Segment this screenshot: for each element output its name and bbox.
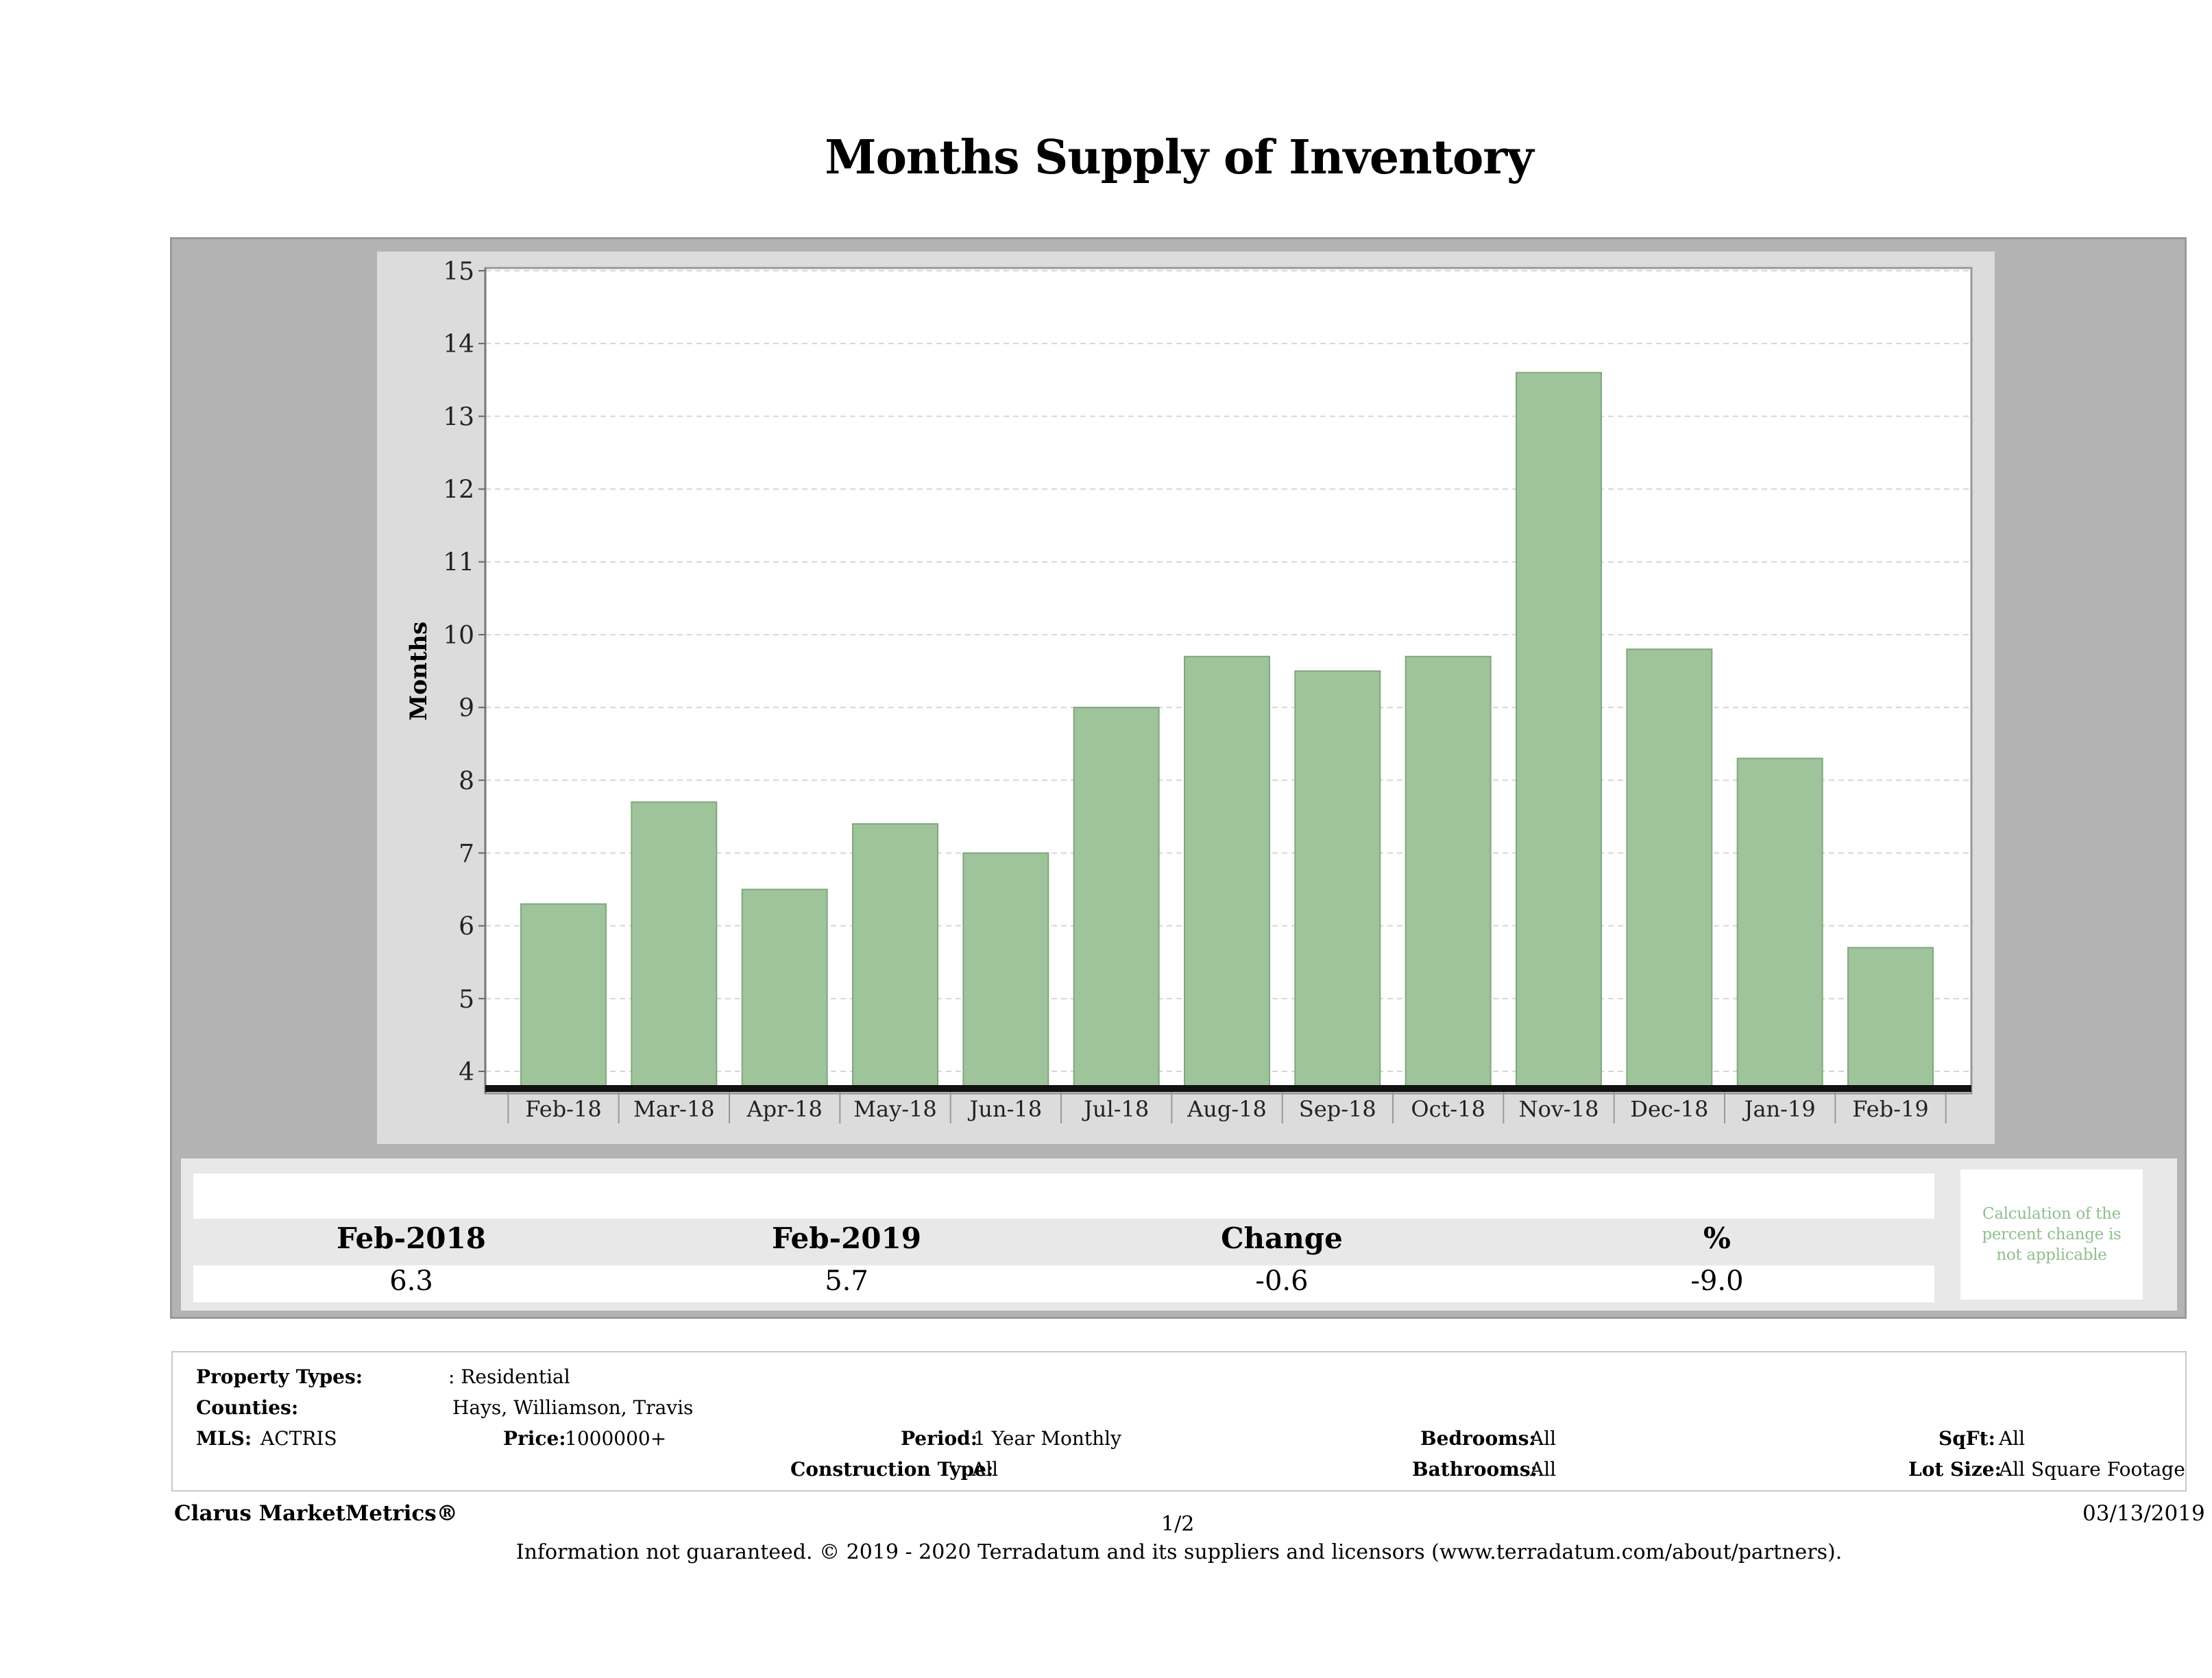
- page-title: Months Supply of Inventory: [825, 130, 1533, 185]
- lot-size-label: Lot Size:: [1908, 1458, 2002, 1481]
- bar-chart: 4 5 6 7 8 9 10 11 12 13 14 15 Months Feb-18 Mar-18 Apr-…: [377, 252, 1995, 1144]
- mls-value: ACTRIS: [260, 1427, 337, 1450]
- x-tick-label: Dec-18: [1630, 1096, 1708, 1122]
- summary-header-end: Feb-2019: [772, 1221, 921, 1255]
- x-tick-label: May-18: [853, 1096, 936, 1122]
- x-tick-label: Apr-18: [746, 1096, 822, 1122]
- criteria-box: [171, 1351, 2187, 1492]
- bedrooms-value: All: [1530, 1427, 1557, 1450]
- counties-label: Counties:: [196, 1396, 299, 1419]
- x-tick-label: Feb-19: [1852, 1096, 1928, 1122]
- y-axis-label: Months: [405, 622, 433, 721]
- bar-sep-18: [1294, 670, 1381, 1087]
- lot-size-value: All Square Footage: [1999, 1458, 2185, 1481]
- x-tick-label: Jun-18: [968, 1096, 1043, 1122]
- y-tick-label: 5: [459, 986, 474, 1014]
- property-types-value: : Residential: [448, 1365, 570, 1388]
- bar-apr-18: [741, 888, 828, 1088]
- summary-value-row: [193, 1265, 1934, 1302]
- footer-date: 03/13/2019: [2082, 1501, 2205, 1526]
- y-tick-label: 12: [443, 476, 474, 504]
- bar-feb-18: [520, 903, 607, 1087]
- bathrooms-value: All: [1530, 1458, 1557, 1481]
- bar-aug-18: [1184, 655, 1270, 1087]
- sqft-label: SqFt:: [1938, 1427, 1995, 1450]
- y-tick-label: 8: [459, 767, 474, 795]
- bar-may-18: [852, 823, 938, 1087]
- x-tick-label: Jul-18: [1082, 1096, 1149, 1122]
- x-tick-label: Mar-18: [633, 1096, 715, 1122]
- summary-header-start: Feb-2018: [337, 1221, 486, 1255]
- price-value: 1000000+: [565, 1427, 667, 1450]
- y-tick-label: 15: [443, 258, 474, 286]
- bar-oct-18: [1405, 655, 1492, 1087]
- x-tick-label: Oct-18: [1411, 1096, 1485, 1122]
- x-tick-label: Nov-18: [1519, 1096, 1599, 1122]
- x-tick-label: Sep-18: [1299, 1096, 1376, 1122]
- mls-label: MLS:: [196, 1427, 252, 1450]
- period-value: 1 Year Monthly: [973, 1427, 1121, 1450]
- summary-value-percent: -9.0: [1690, 1265, 1744, 1297]
- y-tick-label: 7: [459, 840, 474, 868]
- summary-value-start: 6.3: [389, 1265, 433, 1297]
- bathrooms-label: Bathrooms:: [1412, 1458, 1538, 1481]
- bar-jan-19: [1736, 757, 1823, 1087]
- summary-value-change: -0.6: [1255, 1265, 1309, 1297]
- y-tick-label: 13: [443, 403, 474, 431]
- y-tick-label: 14: [443, 330, 474, 358]
- period-label: Period:: [901, 1427, 978, 1450]
- bar-jul-18: [1073, 707, 1160, 1087]
- summary-blank-row: [193, 1174, 1934, 1219]
- bedrooms-label: Bedrooms:: [1420, 1427, 1536, 1450]
- summary-value-end: 5.7: [825, 1265, 868, 1297]
- bar-mar-18: [631, 801, 718, 1087]
- footer-disclaimer: Information not guaranteed. © 2019 - 202…: [515, 1540, 1843, 1564]
- sqft-value: All: [1999, 1427, 2026, 1450]
- construction-value: All: [972, 1458, 999, 1481]
- y-tick-label: 6: [459, 913, 474, 941]
- x-axis-line: [485, 1085, 1971, 1092]
- y-tick-label: 10: [443, 622, 474, 650]
- bar-jun-18: [962, 852, 1049, 1087]
- x-tick-label: Jan-19: [1742, 1096, 1816, 1122]
- x-tick-label: Feb-18: [525, 1096, 601, 1122]
- property-types-label: Property Types:: [196, 1365, 363, 1388]
- percent-note-text: Calculation of the percent change is not…: [1982, 1205, 2122, 1264]
- summary-header-percent: %: [1703, 1221, 1731, 1255]
- y-tick-label: 9: [459, 694, 474, 722]
- footer-page-number: 1/2: [1161, 1512, 1195, 1536]
- construction-label: Construction Type:: [790, 1458, 994, 1481]
- x-tick-label: Aug-18: [1187, 1096, 1267, 1122]
- y-tick-label: 4: [459, 1058, 474, 1086]
- y-tick-label: 11: [443, 549, 474, 577]
- counties-value: Hays, Williamson, Travis: [452, 1396, 694, 1419]
- bar-nov-18: [1516, 372, 1602, 1087]
- bar-dec-18: [1626, 648, 1713, 1087]
- price-label: Price:: [503, 1427, 566, 1450]
- summary-header-change: Change: [1221, 1221, 1343, 1255]
- bar-feb-19: [1847, 947, 1934, 1087]
- percent-note: Calculation of the percent change is not…: [1960, 1169, 2143, 1300]
- footer-brand: Clarus MarketMetrics®: [174, 1501, 458, 1526]
